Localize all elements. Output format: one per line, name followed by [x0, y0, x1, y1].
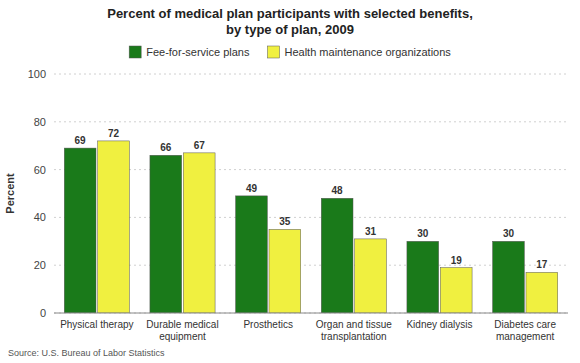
- bar: [150, 155, 182, 313]
- data-label: 49: [246, 183, 258, 194]
- bar: [64, 148, 96, 313]
- data-label: 66: [160, 142, 172, 153]
- bar: [236, 196, 268, 313]
- x-axis: Physical therapy Durable medicalequipment…: [54, 313, 568, 342]
- x-tick-label-line: management: [496, 331, 555, 342]
- x-tick-label: Diabetes caremanagement: [494, 319, 556, 342]
- data-label: 30: [503, 228, 515, 239]
- grid-line: [54, 313, 568, 314]
- x-tick-label: Kidney dialysis: [406, 319, 472, 330]
- title: Percent of medical plan participants wit…: [107, 6, 473, 37]
- y-tick-label: 0: [40, 307, 46, 319]
- grid-line: [54, 265, 568, 266]
- title-line: Percent of medical plan participants wit…: [107, 6, 473, 21]
- y-tick-label: 100: [28, 68, 46, 80]
- data-label: 35: [279, 216, 291, 227]
- chart-container: Percent of medical plan participants wit…: [0, 0, 580, 363]
- y-tick-label: 60: [34, 164, 46, 176]
- x-tick-label: Prosthetics: [243, 319, 292, 330]
- y-axis-label: Percent: [4, 173, 16, 214]
- x-tick-label-line: transplantation: [321, 331, 387, 342]
- bars: [64, 141, 557, 313]
- x-tick-label-line: Durable medical: [146, 319, 218, 330]
- legend-swatch: [129, 46, 141, 58]
- data-label: 69: [75, 135, 87, 146]
- chart-svg: Percent of medical plan participants wit…: [0, 0, 580, 363]
- x-tick-label-line: Organ and tissue: [316, 319, 393, 330]
- data-label: 31: [365, 226, 377, 237]
- data-label: 30: [417, 228, 429, 239]
- background: [0, 0, 580, 363]
- annotation: Source: U.S. Bureau of Labor Statistics: [8, 348, 165, 358]
- y-tick-label: 80: [34, 116, 46, 128]
- legend-swatch: [268, 46, 280, 58]
- x-tick-label: Organ and tissuetransplantation: [316, 319, 393, 342]
- grid: [54, 74, 568, 313]
- data-labels: 69 66 49 48 30 30 72 67 35 31 19 17: [75, 128, 548, 270]
- bar: [493, 241, 525, 313]
- y-tick-label: 40: [34, 211, 46, 223]
- x-tick-label-line: Prosthetics: [243, 319, 292, 330]
- y-tick-label: 20: [34, 259, 46, 271]
- bar: [269, 229, 301, 313]
- bar: [526, 272, 558, 313]
- x-tick-label: Physical therapy: [60, 319, 133, 330]
- legend-label: Fee-for-service plans: [146, 46, 250, 58]
- x-tick-label: Durable medicalequipment: [146, 319, 218, 342]
- x-tick-label-line: Physical therapy: [60, 319, 133, 330]
- bar: [407, 241, 439, 313]
- title-line: by type of plan, 2009: [226, 22, 354, 37]
- bar: [321, 198, 353, 313]
- grid-line: [54, 169, 568, 170]
- x-tick-label-line: Diabetes care: [494, 319, 556, 330]
- grid-line: [54, 74, 568, 75]
- x-tick-label-line: Kidney dialysis: [406, 319, 472, 330]
- bar: [98, 141, 130, 313]
- legend-label: Health maintenance organizations: [285, 46, 452, 58]
- x-axis-line: [54, 313, 568, 314]
- legend: Fee-for-service plans Health maintenance …: [129, 46, 451, 58]
- grid-line: [54, 121, 568, 122]
- grid-line: [54, 217, 568, 218]
- bar: [183, 153, 215, 313]
- x-tick-label-line: equipment: [159, 331, 206, 342]
- data-label: 48: [332, 185, 344, 196]
- legend-item: Health maintenance organizations: [268, 46, 452, 58]
- y-axis: 0 20 40 60 80 100: [28, 68, 46, 319]
- data-label: 17: [536, 259, 548, 270]
- bar: [440, 268, 472, 313]
- bar: [355, 239, 387, 313]
- data-label: 19: [451, 255, 463, 266]
- data-label: 72: [108, 128, 120, 139]
- legend-item: Fee-for-service plans: [129, 46, 250, 58]
- data-label: 67: [194, 140, 206, 151]
